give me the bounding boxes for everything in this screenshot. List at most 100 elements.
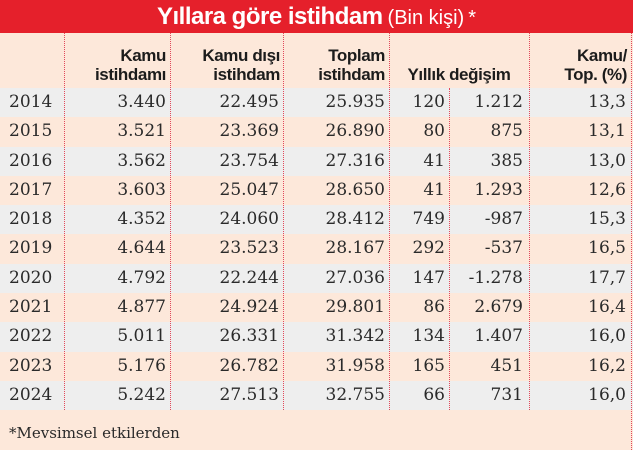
table-row: 2017 3.603 25.047 28.650 41 1.293 12,6	[0, 175, 633, 206]
cell-degisim-kamu-disi: 1.293	[474, 179, 523, 200]
cell-degisim-kamu-disi: 1.407	[474, 326, 523, 347]
cell-kamu-disi-istihdam: 22.244	[219, 267, 279, 288]
cell-toplam-istihdam: 28.412	[325, 209, 385, 230]
cell-degisim-kamu-disi: -537	[484, 238, 523, 259]
cell-year: 2015	[9, 121, 53, 142]
column-divider	[631, 33, 632, 450]
cell-toplam-istihdam: 27.316	[325, 150, 385, 171]
table-header: Kamu istihdamı Kamu dışı istihdam Toplam is…	[0, 33, 633, 88]
cell-kamu-istihdami: 4.644	[117, 238, 166, 259]
cell-kamu-top-oran: 15,3	[588, 209, 626, 230]
table-row: 2018 4.352 24.060 28.412 749 -987 15,3	[0, 205, 633, 235]
cell-kamu-top-oran: 16,2	[588, 355, 626, 376]
cell-toplam-istihdam: 28.650	[325, 179, 385, 200]
cell-degisim-kamu-disi: -1.278	[468, 267, 523, 288]
cell-kamu-disi-istihdam: 27.513	[219, 384, 279, 405]
cell-degisim-kamu: 165	[412, 355, 445, 376]
cell-kamu-disi-istihdam: 23.523	[219, 238, 279, 259]
cell-degisim-kamu-disi: 875	[490, 121, 523, 142]
header-kamu-disi-istihdam: Kamu dışı istihdam	[202, 46, 280, 84]
cell-degisim-kamu-disi: 2.679	[474, 297, 523, 318]
cell-toplam-istihdam: 31.958	[325, 355, 385, 376]
cell-degisim-kamu: 41	[423, 150, 445, 171]
cell-toplam-istihdam: 32.755	[325, 384, 385, 405]
cell-kamu-top-oran: 16,4	[588, 297, 626, 318]
cell-kamu-istihdami: 5.242	[117, 384, 166, 405]
cell-kamu-top-oran: 17,7	[588, 267, 626, 288]
table-title: Yıllara göre istihdam (Bin kişi) *	[0, 0, 633, 33]
cell-degisim-kamu-disi: 385	[490, 150, 523, 171]
header-kamu-top-oran: Kamu/Top. (%)	[564, 46, 627, 84]
cell-kamu-istihdami: 5.011	[117, 326, 166, 347]
cell-year: 2022	[9, 326, 53, 347]
cell-degisim-kamu: 66	[423, 384, 445, 405]
cell-kamu-istihdami: 3.562	[117, 150, 166, 171]
cell-toplam-istihdam: 25.935	[325, 92, 385, 112]
table-body: 2014 3.440 22.495 25.935 120 1.212 13,3 2015 3.5…	[0, 88, 633, 411]
cell-degisim-kamu-disi: 451	[490, 355, 523, 376]
cell-kamu-disi-istihdam: 24.924	[219, 297, 279, 318]
cell-kamu-top-oran: 16,0	[588, 326, 626, 347]
cell-kamu-top-oran: 12,6	[588, 179, 626, 200]
cell-kamu-disi-istihdam: 22.495	[219, 92, 279, 112]
cell-degisim-kamu: 292	[412, 238, 445, 259]
cell-kamu-disi-istihdam: 23.754	[219, 150, 279, 171]
cell-year: 2021	[9, 297, 53, 318]
cell-kamu-disi-istihdam: 26.331	[219, 326, 279, 347]
title-main: Yıllara göre istihdam	[156, 3, 383, 30]
cell-toplam-istihdam: 29.801	[325, 297, 385, 318]
table-row: 2024 5.242 27.513 32.755 66 731 16,0	[0, 380, 633, 411]
cell-kamu-istihdami: 3.603	[117, 179, 166, 200]
table-row: 2019 4.644 23.523 28.167 292 -537 16,5	[0, 234, 633, 264]
table-row: 2022 5.011 26.331 31.342 134 1.407 16,0	[0, 322, 633, 352]
cell-kamu-top-oran: 16,5	[588, 238, 626, 259]
cell-toplam-istihdam: 27.036	[325, 267, 385, 288]
cell-kamu-istihdami: 3.440	[117, 92, 166, 112]
header-toplam-istihdam: Toplam istihdam	[318, 46, 385, 84]
table-row: 2014 3.440 22.495 25.935 120 1.212 13,3	[0, 88, 633, 118]
column-divider	[529, 33, 530, 410]
cell-toplam-istihdam: 31.342	[325, 326, 385, 347]
table-row: 2015 3.521 23.369 26.890 80 875 13,1	[0, 117, 633, 147]
cell-kamu-top-oran: 13,3	[588, 92, 626, 112]
cell-degisim-kamu: 749	[412, 209, 445, 230]
cell-kamu-top-oran: 13,1	[588, 121, 626, 142]
column-divider	[283, 33, 284, 410]
cell-kamu-istihdami: 4.792	[117, 267, 166, 288]
cell-degisim-kamu-disi: -987	[484, 209, 523, 230]
cell-degisim-kamu: 41	[423, 179, 445, 200]
table-row: 2023 5.176 26.782 31.958 165 451 16,2	[0, 351, 633, 381]
column-divider	[389, 33, 390, 410]
cell-toplam-istihdam: 26.890	[325, 121, 385, 142]
table-row: 2016 3.562 23.754 27.316 41 385 13,0	[0, 146, 633, 176]
cell-year: 2024	[9, 384, 53, 405]
cell-year: 2018	[9, 209, 53, 230]
cell-year: 2019	[9, 238, 53, 259]
cell-degisim-kamu: 86	[423, 297, 445, 318]
title-unit: (Bin kişi)	[387, 7, 465, 29]
table-row: 2020 4.792 22.244 27.036 147 -1.278 17,7	[0, 263, 633, 294]
cell-toplam-istihdam: 28.167	[325, 238, 385, 259]
cell-kamu-top-oran: 13,0	[588, 150, 626, 171]
header-yillik-degisim: Yıllık değişim	[407, 65, 511, 84]
cell-year: 2023	[9, 355, 53, 376]
cell-kamu-istihdami: 5.176	[117, 355, 166, 376]
cell-degisim-kamu: 120	[412, 92, 445, 112]
column-divider	[64, 33, 65, 410]
column-divider	[170, 33, 171, 410]
cell-kamu-disi-istihdam: 23.369	[219, 121, 279, 142]
cell-degisim-kamu: 147	[412, 267, 445, 288]
cell-degisim-kamu-disi: 731	[490, 384, 523, 405]
cell-kamu-top-oran: 16,0	[588, 384, 626, 405]
cell-year: 2017	[9, 179, 53, 200]
cell-kamu-istihdami: 4.352	[117, 209, 166, 230]
cell-year: 2016	[9, 150, 53, 171]
column-divider	[449, 88, 450, 410]
cell-kamu-istihdami: 3.521	[117, 121, 166, 142]
footnote: *Mevsimsel etkilerden	[9, 424, 180, 442]
cell-degisim-kamu: 134	[412, 326, 445, 347]
cell-kamu-disi-istihdam: 26.782	[219, 355, 279, 376]
title-asterisk: *	[468, 7, 477, 29]
cell-degisim-kamu-disi: 1.212	[474, 92, 523, 112]
cell-degisim-kamu: 80	[423, 121, 445, 142]
